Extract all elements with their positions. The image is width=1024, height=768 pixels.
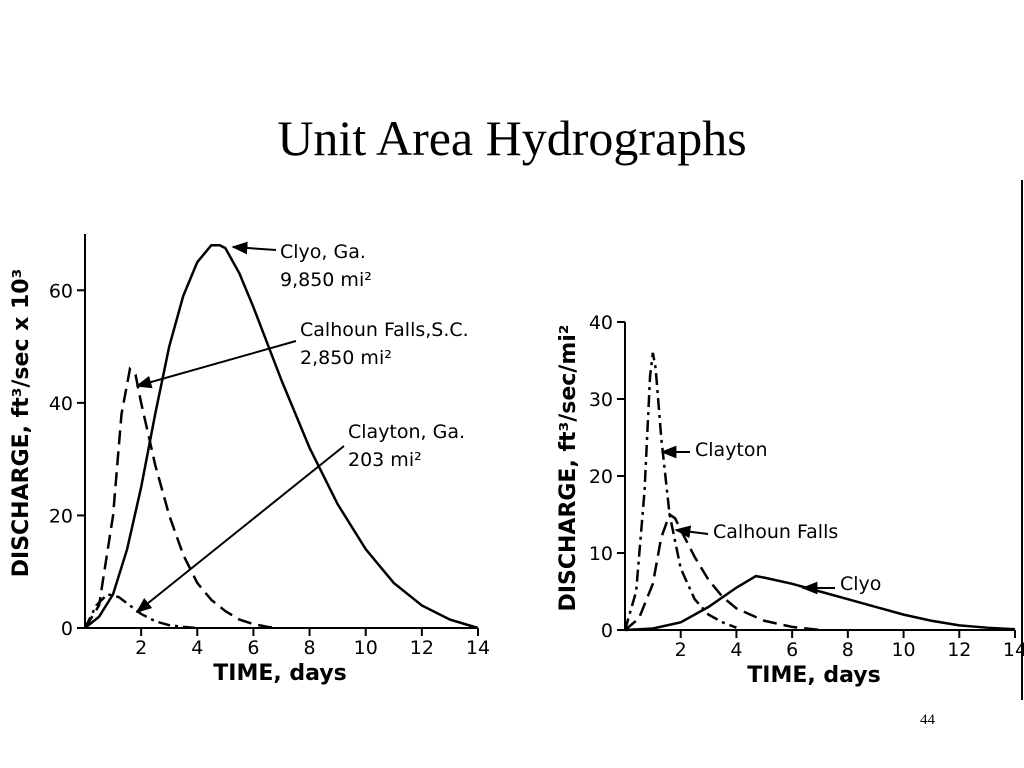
series-line [623,352,737,631]
slide-title: Unit Area Hydrographs [277,110,746,166]
series-line [624,512,821,632]
x-tick-label: 6 [247,637,259,659]
callout-arrow [674,525,709,539]
x-tick-label: 10 [354,637,378,659]
y-axis-label: DISCHARGE, ft³/sec x 10³ [9,269,34,578]
y-tick-label: 40 [589,312,613,334]
series-line [84,244,479,630]
x-tick-label: 8 [304,637,316,659]
x-tick-label: 6 [786,639,798,661]
x-axis-label: TIME, days [213,661,346,686]
y-tick-label: 30 [589,389,613,411]
y-tick-label: 0 [601,620,613,642]
series-line [624,574,1016,632]
x-tick-label: 2 [135,637,147,659]
x-tick-label: 4 [191,637,203,659]
y-tick-label: 20 [589,466,613,488]
x-tick-label: 12 [410,637,434,659]
x-tick-label: 4 [730,639,742,661]
x-axis-label: TIME, days [747,663,880,688]
y-axis-label: DISCHARGE, ft³/sec/mi² [556,325,581,612]
y-tick-label: 60 [49,280,73,302]
y-tick-label: 0 [61,618,73,640]
series-label: Calhoun Falls,S.C. [300,319,469,341]
series-line [83,366,277,630]
series-label: Calhoun Falls [713,521,838,543]
page-number: 44 [920,712,936,728]
series-label: Clyo [840,573,881,595]
y-tick-label: 20 [49,505,73,527]
callout-arrow [231,241,277,255]
series-label: Clyo, Ga. [280,241,366,263]
series-area: 2,850 mi² [300,347,392,369]
x-tick-label: 8 [842,639,854,661]
series-label: Clayton, Ga. [348,421,465,443]
series-label: Clayton [695,439,768,461]
y-tick-label: 40 [49,393,73,415]
series-line [83,592,198,630]
x-tick-label: 14 [466,637,490,659]
x-tick-label: 2 [675,639,687,661]
callout-arrow [135,445,345,614]
y-tick-label: 10 [589,543,613,565]
x-tick-label: 12 [947,639,971,661]
x-tick-label: 10 [891,639,915,661]
callout-arrow [135,340,297,389]
series-area: 9,850 mi² [280,269,372,291]
x-tick-label: 14 [1003,639,1024,661]
series-area: 203 mi² [348,449,422,471]
